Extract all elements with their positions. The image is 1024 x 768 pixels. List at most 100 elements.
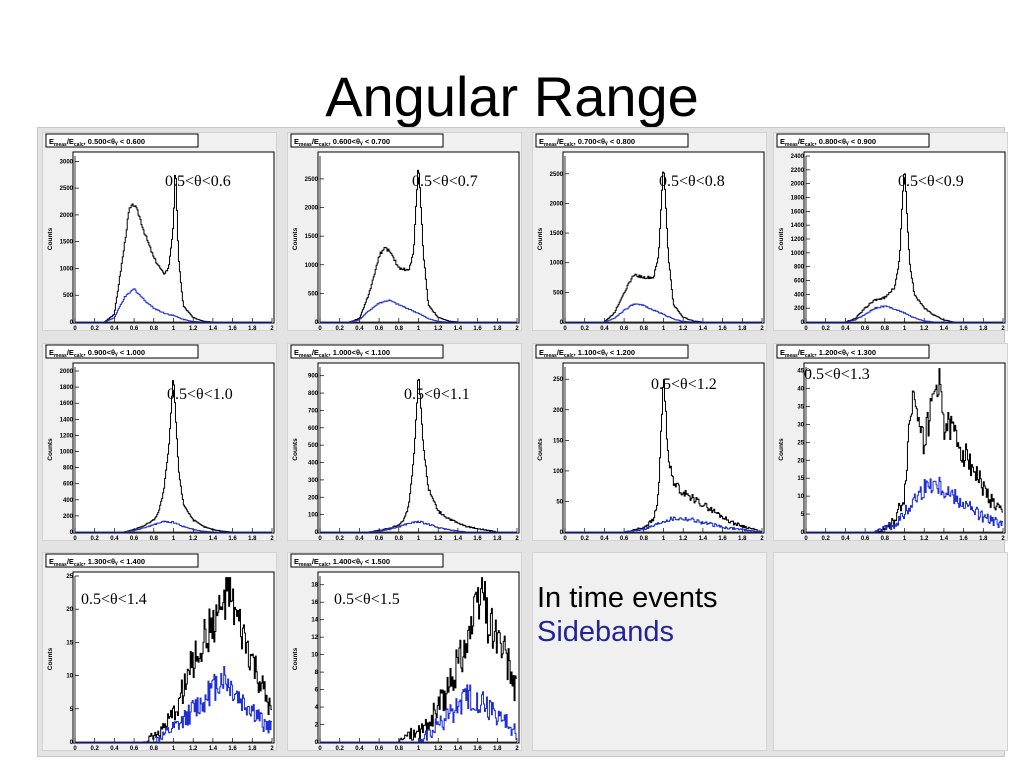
histogram-title: Emeas/Ecalc, 0.800<θᵧ < 0.900 bbox=[780, 137, 876, 148]
angle-range-annotation: 0.5<θ<1.1 bbox=[404, 386, 470, 403]
histogram-title: Emeas/Ecalc, 1.100<θᵧ < 1.200 bbox=[539, 348, 635, 359]
y-axis-label: Counts bbox=[292, 227, 299, 250]
y-tick-label: 500 bbox=[553, 290, 564, 296]
y-tick-label: 2200 bbox=[791, 168, 805, 174]
x-tick-label: 1.2 bbox=[434, 326, 443, 331]
x-tick-label: 1 bbox=[662, 326, 666, 331]
histogram-title-box bbox=[535, 344, 689, 359]
x-tick-label: 0.2 bbox=[581, 326, 590, 331]
x-tick-label: 1 bbox=[903, 326, 907, 331]
y-tick-label: 4 bbox=[315, 705, 319, 711]
x-tick-label: 0 bbox=[318, 746, 322, 751]
y-tick-label: 14 bbox=[311, 618, 318, 624]
y-tick-label: 10 bbox=[797, 494, 804, 500]
slide-title: Angular Range bbox=[325, 65, 699, 128]
x-tick-label: 1 bbox=[172, 536, 176, 541]
histogram-panel: Emeas/Ecalc, 0.800<θᵧ < 0.900 0 200 400 600 8… bbox=[773, 132, 1008, 331]
y-tick-label: 500 bbox=[63, 293, 74, 299]
legend-cell: In time events Sidebands bbox=[532, 552, 767, 751]
x-tick-label: 0.6 bbox=[375, 536, 384, 541]
y-tick-label: 0 bbox=[70, 530, 74, 536]
x-tick-label: 0.6 bbox=[620, 326, 629, 331]
x-tick-label: 1.2 bbox=[679, 536, 688, 541]
x-tick-label: 0 bbox=[563, 536, 567, 541]
y-tick-label: 2000 bbox=[60, 369, 74, 375]
x-tick-label: 1.4 bbox=[940, 326, 949, 331]
y-tick-label: 1000 bbox=[60, 450, 74, 456]
x-tick-label: 1 bbox=[172, 746, 176, 751]
histogram-grid: In time events Sidebands Emeas/Ecalc, 0.… bbox=[37, 127, 1008, 757]
x-tick-label: 0.4 bbox=[841, 536, 850, 541]
angle-range-annotation: 0.5<θ<0.6 bbox=[165, 173, 231, 190]
histogram-svg: Emeas/Ecalc, 1.300<θᵧ < 1.40005101520250… bbox=[45, 553, 275, 751]
x-tick-label: 0.6 bbox=[130, 536, 139, 541]
angle-range-annotation: 0.5<θ<1.4 bbox=[81, 591, 147, 608]
y-tick-label: 25 bbox=[66, 574, 73, 580]
x-tick-label: 0.4 bbox=[110, 746, 119, 751]
plot-frame bbox=[72, 151, 275, 324]
histogram-title-box bbox=[776, 133, 930, 148]
x-tick-label: 0.2 bbox=[336, 746, 345, 751]
x-tick-label: 0 bbox=[318, 326, 322, 331]
histogram-svg: Emeas/Ecalc, 0.800<θᵧ < 0.900 0 200 400 600 8… bbox=[776, 133, 1006, 331]
histogram-svg: Emeas/Ecalc, 0.600<θᵧ < 0.700 0 500 1000 150… bbox=[290, 133, 520, 331]
histogram-title: Emeas/Ecalc, 1.400<θᵧ < 1.500 bbox=[294, 557, 390, 568]
x-tick-label: 0.4 bbox=[841, 326, 850, 331]
histogram-panel: Emeas/Ecalc, 1.200<θᵧ < 1.300 0 5 10 15 20 25 3… bbox=[773, 343, 1008, 541]
y-tick-label: 15 bbox=[66, 640, 73, 646]
x-tick-label: 1.4 bbox=[940, 536, 949, 541]
x-tick-label: 0 bbox=[318, 536, 322, 541]
histogram-svg: Emeas/Ecalc, 1.200<θᵧ < 1.30005101520253… bbox=[776, 344, 1006, 541]
histogram-title: Emeas/Ecalc, 0.700<θᵧ < 0.800 bbox=[539, 137, 635, 148]
x-tick-label: 0.2 bbox=[336, 536, 345, 541]
x-tick-label: 0 bbox=[73, 536, 77, 541]
x-tick-label: 2 bbox=[515, 746, 519, 751]
y-axis-label: Counts bbox=[47, 647, 54, 670]
x-tick-label: 0.6 bbox=[620, 536, 629, 541]
y-tick-label: 400 bbox=[63, 498, 74, 504]
y-tick-label: 2500 bbox=[60, 186, 74, 192]
angle-range-annotation: 0.5<θ<1.3 bbox=[804, 366, 870, 383]
y-tick-label: 0 bbox=[560, 530, 564, 536]
y-tick-label: 200 bbox=[308, 495, 319, 501]
angle-range-annotation: 0.5<θ<1.5 bbox=[334, 591, 400, 608]
x-tick-label: 1.4 bbox=[209, 746, 218, 751]
y-tick-label: 1200 bbox=[791, 237, 805, 243]
y-tick-label: 250 bbox=[553, 377, 564, 383]
y-tick-label: 6 bbox=[315, 688, 319, 694]
x-tick-label: 0.4 bbox=[110, 536, 119, 541]
x-tick-label: 1.8 bbox=[493, 536, 502, 541]
y-tick-label: 0 bbox=[315, 740, 319, 746]
x-tick-label: 0.8 bbox=[881, 326, 890, 331]
x-tick-label: 0.2 bbox=[581, 536, 590, 541]
x-tick-label: 0.2 bbox=[336, 326, 345, 331]
y-tick-label: 600 bbox=[63, 482, 74, 488]
x-tick-label: 1.6 bbox=[228, 326, 237, 331]
y-tick-label: 45 bbox=[797, 369, 804, 375]
x-tick-label: 0 bbox=[804, 326, 808, 331]
y-tick-label: 1000 bbox=[305, 263, 319, 269]
plot-frame bbox=[562, 151, 765, 324]
y-tick-label: 300 bbox=[308, 478, 319, 484]
x-tick-label: 0.2 bbox=[91, 536, 100, 541]
histogram-panel: Emeas/Ecalc, 0.500<θᵧ < 0.600 0 500 1000 150… bbox=[42, 132, 277, 331]
y-tick-label: 900 bbox=[308, 374, 319, 380]
y-axis-label: Counts bbox=[537, 227, 544, 250]
histogram-panel: Emeas/Ecalc, 1.300<θᵧ < 1.400 0 5 10 15 20 25 0… bbox=[42, 552, 277, 751]
y-tick-label: 1400 bbox=[60, 417, 74, 423]
sideband-histogram bbox=[320, 520, 517, 533]
x-tick-label: 1.6 bbox=[718, 326, 727, 331]
histogram-title: Emeas/Ecalc, 1.000<θᵧ < 1.100 bbox=[294, 348, 390, 359]
y-tick-label: 2500 bbox=[305, 177, 319, 183]
y-tick-label: 1600 bbox=[791, 209, 805, 215]
x-tick-label: 1.6 bbox=[228, 536, 237, 541]
y-axis-label: Counts bbox=[778, 227, 785, 250]
x-tick-label: 1.4 bbox=[209, 326, 218, 331]
y-tick-label: 1200 bbox=[60, 433, 74, 439]
x-tick-label: 1.4 bbox=[454, 536, 463, 541]
y-tick-label: 1600 bbox=[60, 401, 74, 407]
histogram-panel: Emeas/Ecalc, 1.000<θᵧ < 1.100 0 100 200 300 4… bbox=[287, 343, 522, 541]
x-tick-label: 0.4 bbox=[600, 326, 609, 331]
y-tick-label: 500 bbox=[308, 443, 319, 449]
y-tick-label: 5 bbox=[70, 707, 74, 713]
